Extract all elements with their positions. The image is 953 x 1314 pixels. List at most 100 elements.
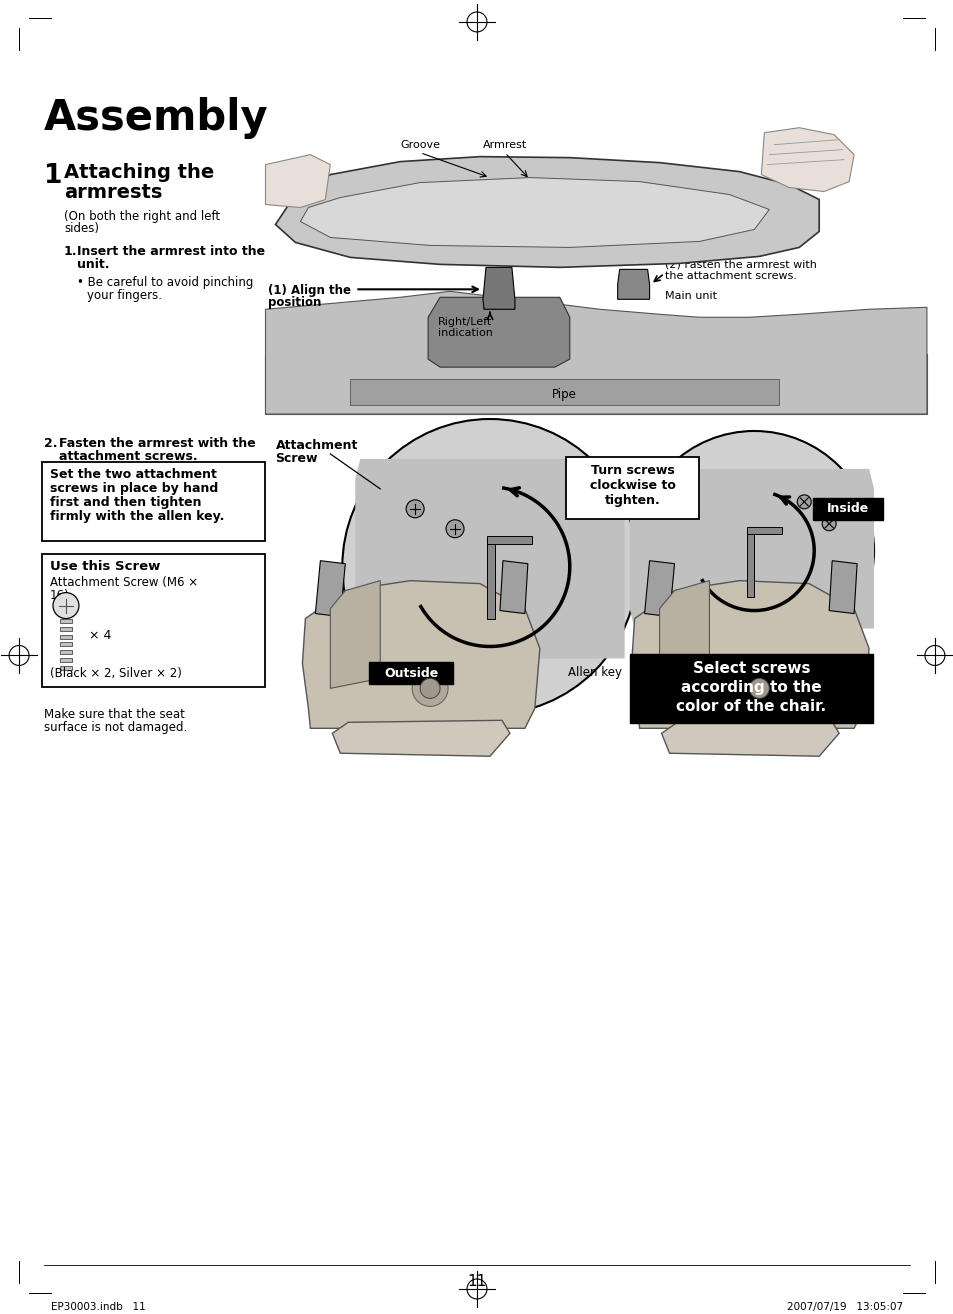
Text: armrests: armrests xyxy=(64,183,162,201)
Polygon shape xyxy=(300,177,768,247)
Polygon shape xyxy=(265,292,926,414)
Polygon shape xyxy=(60,627,71,631)
Polygon shape xyxy=(60,635,71,639)
Polygon shape xyxy=(828,561,856,614)
Polygon shape xyxy=(660,720,839,757)
Polygon shape xyxy=(482,267,515,309)
Text: (Black × 2, Silver × 2): (Black × 2, Silver × 2) xyxy=(50,668,182,681)
Text: according to the: according to the xyxy=(680,681,821,695)
Polygon shape xyxy=(275,156,819,267)
Polygon shape xyxy=(60,643,71,646)
Text: Set the two attachment: Set the two attachment xyxy=(50,468,216,481)
Polygon shape xyxy=(631,581,868,728)
Circle shape xyxy=(797,495,810,509)
Text: Attachment Screw: Attachment Screw xyxy=(637,632,745,645)
Circle shape xyxy=(419,678,439,698)
Text: attachment screws.: attachment screws. xyxy=(59,449,197,463)
Polygon shape xyxy=(330,581,380,689)
Text: indication: indication xyxy=(437,328,492,338)
Circle shape xyxy=(406,499,424,518)
Circle shape xyxy=(53,593,79,619)
Polygon shape xyxy=(60,666,71,670)
FancyBboxPatch shape xyxy=(42,463,265,541)
Text: Attaching the: Attaching the xyxy=(64,163,214,181)
Text: the attachment screws.: the attachment screws. xyxy=(664,272,796,281)
Circle shape xyxy=(748,678,768,698)
Polygon shape xyxy=(60,619,71,623)
Text: (2) Fasten the armrest with: (2) Fasten the armrest with xyxy=(664,259,816,269)
Circle shape xyxy=(342,419,637,715)
Polygon shape xyxy=(315,561,345,616)
Text: Attachment Screw (M6 ×: Attachment Screw (M6 × xyxy=(50,576,198,589)
Polygon shape xyxy=(350,380,779,405)
Text: your fingers.: your fingers. xyxy=(87,289,162,302)
Text: Outside: Outside xyxy=(384,668,437,679)
Text: Make sure that the seat: Make sure that the seat xyxy=(44,708,185,721)
Text: Main unit: Main unit xyxy=(664,292,716,301)
FancyBboxPatch shape xyxy=(42,553,265,687)
Text: Assembly: Assembly xyxy=(44,97,269,139)
Polygon shape xyxy=(629,469,873,628)
Text: Allen key: Allen key xyxy=(567,666,621,679)
Text: Fasten the armrest with the: Fasten the armrest with the xyxy=(59,438,255,449)
Polygon shape xyxy=(60,658,71,662)
Text: Insert the armrest into the: Insert the armrest into the xyxy=(77,246,265,259)
Text: position: position xyxy=(268,296,321,309)
Polygon shape xyxy=(265,355,926,414)
Text: first and then tighten: first and then tighten xyxy=(50,495,201,509)
Text: surface is not damaged.: surface is not damaged. xyxy=(44,721,187,735)
FancyBboxPatch shape xyxy=(486,539,495,619)
Text: 2007/07/19   13:05:07: 2007/07/19 13:05:07 xyxy=(786,1302,902,1311)
Text: Armrest: Armrest xyxy=(482,139,526,150)
FancyBboxPatch shape xyxy=(629,654,872,723)
Text: EP30003.indb   11: EP30003.indb 11 xyxy=(51,1302,146,1311)
Polygon shape xyxy=(617,269,649,300)
Text: 1.: 1. xyxy=(64,246,77,259)
Polygon shape xyxy=(644,561,674,616)
Text: Groove: Groove xyxy=(399,139,439,150)
Text: screws in place by hand: screws in place by hand xyxy=(50,482,218,495)
FancyBboxPatch shape xyxy=(486,536,532,544)
Polygon shape xyxy=(60,650,71,654)
Polygon shape xyxy=(332,720,510,757)
Text: Use this Screw: Use this Screw xyxy=(50,560,160,573)
Polygon shape xyxy=(659,581,709,689)
Circle shape xyxy=(634,431,873,670)
Text: firmly with the allen key.: firmly with the allen key. xyxy=(50,510,224,523)
FancyBboxPatch shape xyxy=(812,498,882,520)
Polygon shape xyxy=(428,297,569,367)
Text: 16): 16) xyxy=(50,589,70,602)
Circle shape xyxy=(740,670,777,707)
Text: sides): sides) xyxy=(64,222,99,235)
Text: (1) Align the: (1) Align the xyxy=(268,284,351,297)
FancyBboxPatch shape xyxy=(565,457,699,519)
Circle shape xyxy=(821,516,835,531)
Text: × 4: × 4 xyxy=(89,629,112,643)
Text: Pipe: Pipe xyxy=(552,388,577,401)
Text: clockwise to: clockwise to xyxy=(589,478,675,491)
Text: (On both the right and left: (On both the right and left xyxy=(64,209,220,222)
Text: 1: 1 xyxy=(44,163,63,189)
Polygon shape xyxy=(760,127,853,192)
Text: Inside: Inside xyxy=(826,502,868,515)
Text: • Be careful to avoid pinching: • Be careful to avoid pinching xyxy=(77,276,253,289)
Circle shape xyxy=(412,670,448,707)
Polygon shape xyxy=(265,155,330,208)
Text: tighten.: tighten. xyxy=(604,494,659,507)
Polygon shape xyxy=(302,581,539,728)
Text: 11: 11 xyxy=(467,1275,486,1289)
Text: Attachment: Attachment xyxy=(275,439,357,452)
Circle shape xyxy=(446,520,463,537)
FancyBboxPatch shape xyxy=(369,662,453,685)
FancyBboxPatch shape xyxy=(746,527,781,533)
Text: Right/Left: Right/Left xyxy=(437,317,492,327)
Text: Screw: Screw xyxy=(275,452,317,465)
Text: Select screws: Select screws xyxy=(692,661,809,677)
Text: unit.: unit. xyxy=(77,259,110,272)
Text: color of the chair.: color of the chair. xyxy=(676,699,825,715)
Polygon shape xyxy=(355,459,624,658)
FancyBboxPatch shape xyxy=(746,528,754,597)
Text: Turn screws: Turn screws xyxy=(590,464,674,477)
Polygon shape xyxy=(499,561,527,614)
Text: 2.: 2. xyxy=(44,438,57,449)
